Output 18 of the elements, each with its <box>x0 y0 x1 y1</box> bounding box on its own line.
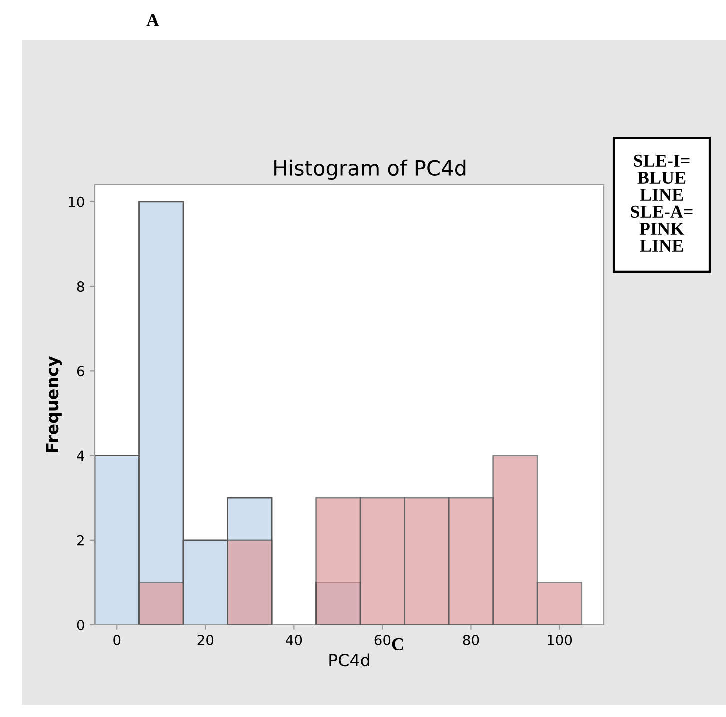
x-tick-label: 20 <box>198 634 214 646</box>
x-tick-label: 100 <box>548 634 572 646</box>
x-tick-label: 60 <box>374 634 391 646</box>
text: C <box>392 638 404 651</box>
y-tick-label: 8 <box>77 282 84 292</box>
chart-title: Histogram of PC4d <box>274 160 466 180</box>
x-tick-label: 0 <box>114 634 121 646</box>
y-tick-label: 4 <box>77 450 84 462</box>
y-axis-title: Frequency <box>46 356 62 452</box>
x-axis-title: PC4d <box>330 654 370 667</box>
y-tick-label: 2 <box>77 535 84 546</box>
y-tick-label: 0 <box>77 620 84 630</box>
text: SLE-I= BLUE LINE SLE-A= PINK LINE <box>631 154 693 252</box>
text: A <box>146 14 160 26</box>
y-tick-label: 6 <box>77 366 84 377</box>
x-tick-label: 40 <box>286 634 302 646</box>
x-tick-label: 80 <box>463 634 480 646</box>
y-tick-label: 10 <box>69 196 84 208</box>
